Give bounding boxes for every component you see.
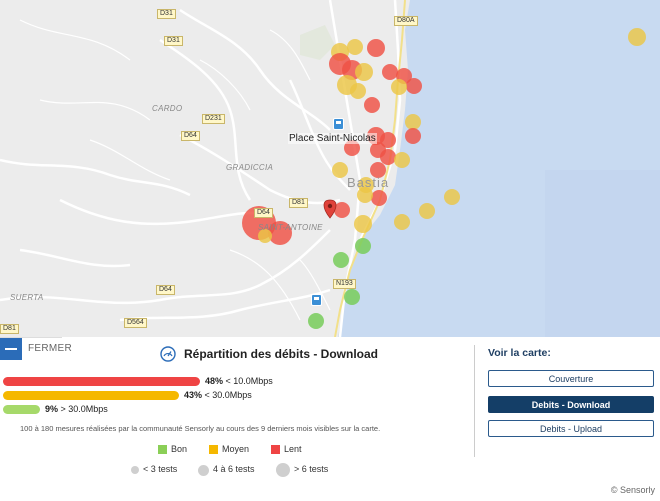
measure-point[interactable] xyxy=(350,83,366,99)
measure-point[interactable] xyxy=(419,203,435,219)
speedometer-icon xyxy=(160,346,176,362)
measure-point[interactable] xyxy=(405,114,421,130)
road-label: N193 xyxy=(333,279,356,289)
measure-point[interactable] xyxy=(333,252,349,268)
measure-point[interactable] xyxy=(354,215,372,233)
road-label: D564 xyxy=(124,318,147,328)
measure-point[interactable] xyxy=(355,238,371,254)
speed-bar-threshold: < 30.0Mbps xyxy=(202,390,252,400)
road-label: D31 xyxy=(157,9,176,19)
legend-swatch xyxy=(158,445,167,454)
road-label: D31 xyxy=(164,36,183,46)
road-label: D64 xyxy=(156,285,175,295)
measure-point[interactable] xyxy=(367,39,385,57)
measure-point[interactable] xyxy=(332,162,348,178)
map-canvas[interactable] xyxy=(0,0,660,337)
divider xyxy=(474,345,475,457)
measure-point[interactable] xyxy=(406,78,422,94)
road-label: D64 xyxy=(254,208,273,218)
location-marker-icon[interactable] xyxy=(323,199,337,219)
legend-label: Moyen xyxy=(222,444,250,454)
legend-label: Lent xyxy=(284,444,302,454)
place-label: CARDO xyxy=(152,104,183,113)
measure-point[interactable] xyxy=(444,189,460,205)
speed-bar-percent: 48% xyxy=(205,376,224,386)
legend-label: < 3 tests xyxy=(143,464,178,474)
measure-point[interactable] xyxy=(382,64,398,80)
legend-label: 4 à 6 tests xyxy=(213,464,255,474)
road-label: D64 xyxy=(181,131,200,141)
measure-point[interactable] xyxy=(394,152,410,168)
panel-title: Répartition des débits - Download xyxy=(184,347,379,361)
speed-distribution-panel: FERMER Répartition des débits - Download… xyxy=(0,337,660,501)
measure-point[interactable] xyxy=(628,28,646,46)
speed-bar-label: 48% < 10.0Mbps xyxy=(205,376,273,386)
measure-point[interactable] xyxy=(364,97,380,113)
measure-point[interactable] xyxy=(347,39,363,55)
measure-point[interactable] xyxy=(371,190,387,206)
measure-point[interactable] xyxy=(380,149,396,165)
legend-dot xyxy=(131,466,139,474)
speed-bar xyxy=(3,405,40,414)
speed-bar-percent: 43% xyxy=(184,390,203,400)
speed-bar-label: 9% > 30.0Mbps xyxy=(45,404,108,414)
speed-bar-threshold: < 10.0Mbps xyxy=(223,376,273,386)
map-mode-button[interactable]: Debits - Upload xyxy=(488,420,654,437)
place-saint-nicolas-label: Place Saint-Nicolas xyxy=(288,133,377,144)
measure-point[interactable] xyxy=(268,221,292,245)
place-label: SAINT-ANTOINE xyxy=(258,223,323,232)
legend-label: > 6 tests xyxy=(294,464,329,474)
voir-la-carte-label: Voir la carte: xyxy=(488,347,551,359)
bastia-label: Bastia xyxy=(347,175,390,190)
bus-stop-icon xyxy=(333,118,344,130)
measure-point[interactable] xyxy=(394,214,410,230)
place-label: GRADICCIA xyxy=(226,163,274,172)
measures-note: 100 à 180 mesures réalisées par la commu… xyxy=(20,424,381,433)
map-mode-button[interactable]: Debits - Download xyxy=(488,396,654,413)
measure-point[interactable] xyxy=(370,162,386,178)
measure-point[interactable] xyxy=(355,63,373,81)
sensorly-credit: © Sensorly xyxy=(610,485,655,495)
road-label: D81 xyxy=(289,198,308,208)
close-bar[interactable]: FERMER xyxy=(0,337,72,360)
map-view[interactable]: D31 D31 D80A D231 D64 D64 D81 D64 D564 D81 N193 CAR… xyxy=(0,0,660,337)
measure-point[interactable] xyxy=(334,202,350,218)
road-label: D81 xyxy=(0,324,19,334)
measure-point[interactable] xyxy=(344,140,360,156)
legend-dot xyxy=(276,463,290,477)
measure-point[interactable] xyxy=(380,132,396,148)
speed-bar xyxy=(3,391,179,400)
measure-point[interactable] xyxy=(258,229,272,243)
place-label: SUERTA xyxy=(10,293,44,302)
road-label: D231 xyxy=(202,114,225,124)
legend-swatch xyxy=(209,445,218,454)
speed-bar-label: 43% < 30.0Mbps xyxy=(184,390,252,400)
bus-stop-icon xyxy=(311,294,322,306)
road-label: D80A xyxy=(394,16,418,26)
speed-bar-percent: 9% xyxy=(45,404,59,414)
speed-bar-threshold: > 30.0Mbps xyxy=(58,404,108,414)
legend-label: Bon xyxy=(171,444,188,454)
map-mode-button[interactable]: Couverture xyxy=(488,370,654,387)
measure-point[interactable] xyxy=(344,289,360,305)
measure-point[interactable] xyxy=(391,79,407,95)
speed-bar xyxy=(3,377,200,386)
close-label[interactable]: FERMER xyxy=(28,343,73,354)
measure-point[interactable] xyxy=(308,313,324,329)
legend-dot xyxy=(198,464,209,476)
legend-swatch xyxy=(271,445,280,454)
measure-points-layer xyxy=(242,28,646,329)
measure-point[interactable] xyxy=(405,128,421,144)
panel-header: Répartition des débits - Download xyxy=(160,345,420,365)
measure-point[interactable] xyxy=(357,187,373,203)
collapse-icon[interactable] xyxy=(0,338,22,360)
